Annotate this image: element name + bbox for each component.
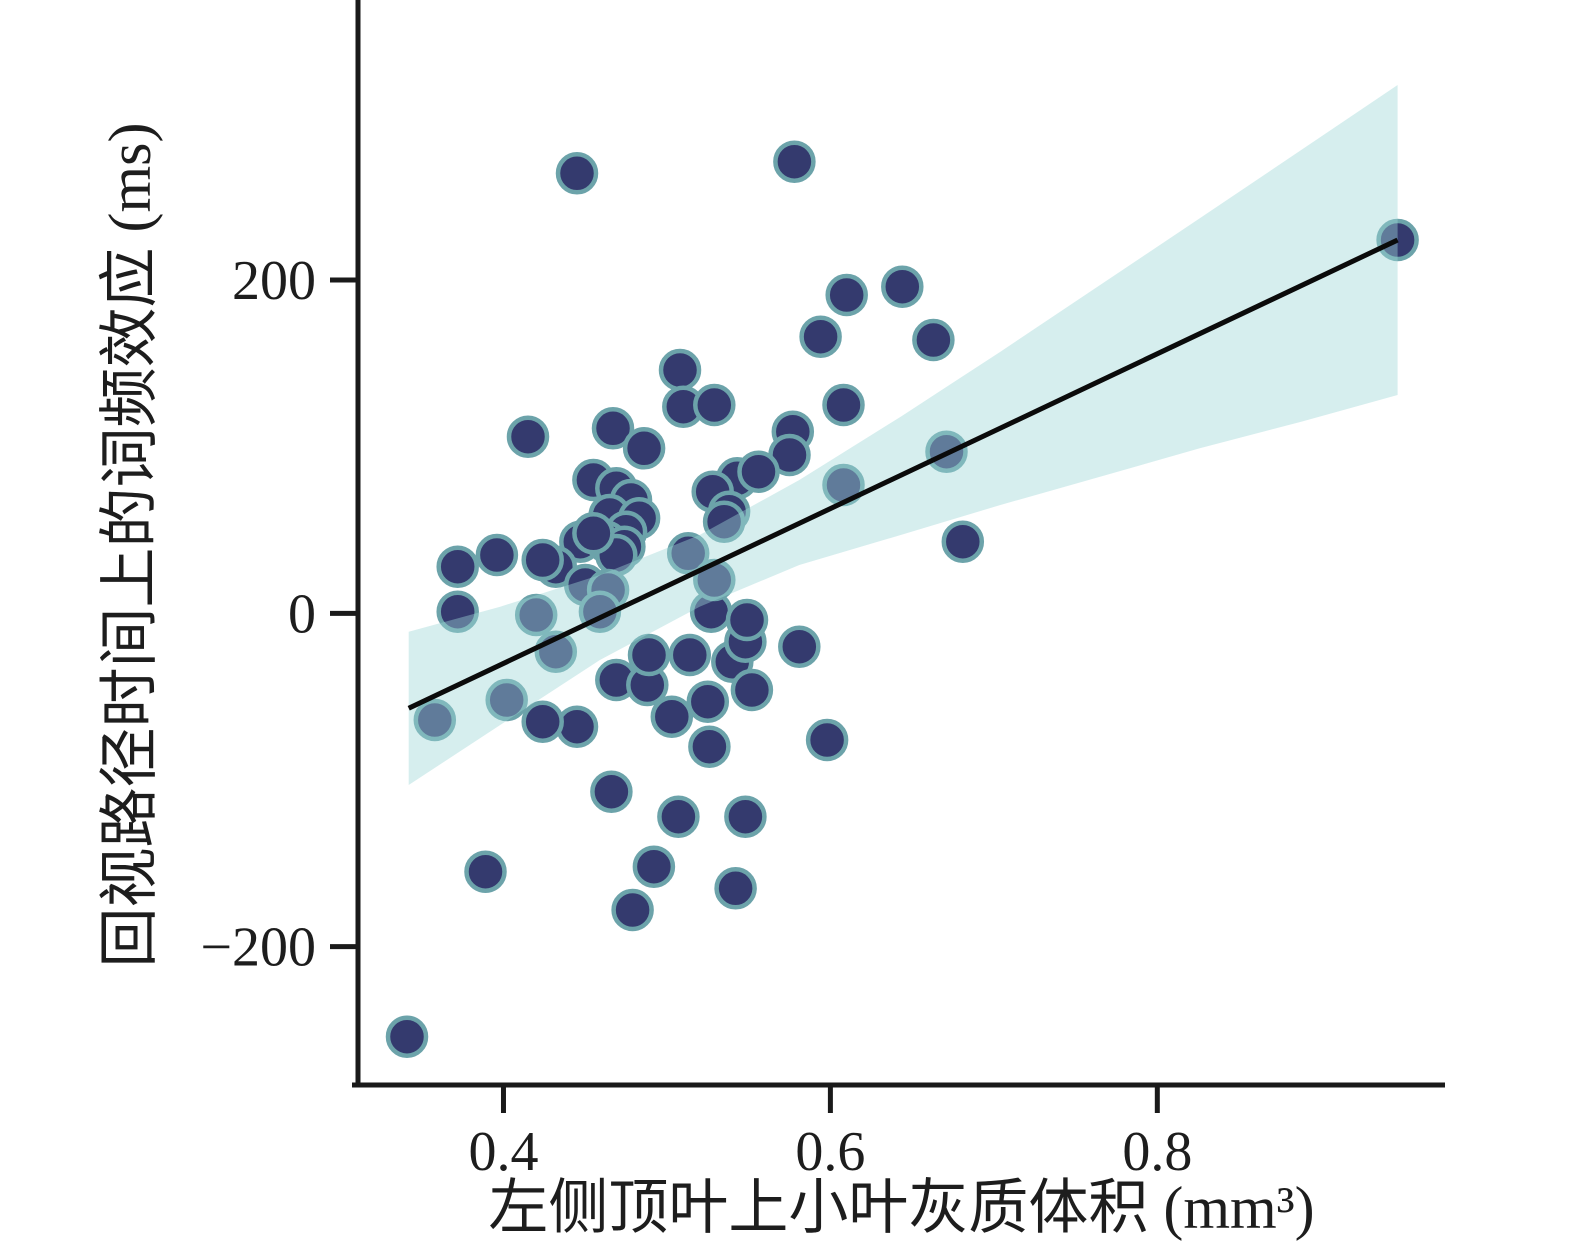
data-point (622, 427, 666, 470)
y-axis-title: 回视路径时间上的词频效应 (ms) (97, 123, 163, 968)
regression-line (407, 237, 1399, 711)
data-point (778, 625, 821, 668)
data-point (737, 450, 780, 493)
data-point (702, 500, 746, 543)
x-tick-label: 0.4 (468, 1121, 538, 1183)
data-point (686, 680, 730, 723)
y-tick-label: 200 (232, 250, 316, 312)
data-point (799, 315, 842, 358)
data-points-layer (385, 140, 1419, 1058)
data-point (572, 512, 615, 555)
data-point (881, 265, 924, 308)
y-tick-label: −200 (200, 917, 316, 979)
data-point (650, 695, 694, 738)
data-point (464, 850, 507, 893)
data-point (590, 770, 633, 813)
data-point (514, 593, 558, 637)
data-point (611, 888, 654, 932)
data-point (912, 318, 955, 362)
data-point (632, 845, 676, 888)
data-point (693, 383, 736, 427)
data-point (688, 725, 731, 768)
data-point (724, 795, 767, 838)
x-axis-title: 左侧顶叶上小叶灰质体积 (mm³) (488, 1175, 1314, 1241)
data-point (413, 698, 457, 742)
data-point (521, 700, 564, 743)
data-point (825, 273, 868, 317)
data-point (668, 633, 712, 677)
data-point (725, 598, 769, 642)
data-point (436, 590, 479, 633)
data-point (436, 545, 479, 588)
data-point (475, 533, 519, 577)
data-point (627, 633, 671, 677)
data-point (521, 538, 564, 582)
data-point (666, 532, 710, 575)
data-point (805, 718, 849, 762)
data-point (555, 705, 599, 748)
data-point (591, 407, 635, 450)
data-point (773, 140, 816, 183)
data-point (730, 668, 774, 712)
x-tick-label: 0.8 (1122, 1121, 1192, 1183)
data-point (658, 348, 702, 392)
confidence-band (408, 85, 1398, 785)
data-point (714, 867, 757, 910)
data-point (941, 520, 985, 563)
data-point (385, 1015, 429, 1058)
y-tick-label: 0 (288, 583, 316, 645)
x-tick-label: 0.6 (795, 1121, 865, 1183)
data-point (555, 152, 599, 195)
data-point (485, 678, 528, 722)
data-point (657, 795, 700, 838)
data-point (506, 415, 550, 458)
data-point (822, 383, 865, 427)
